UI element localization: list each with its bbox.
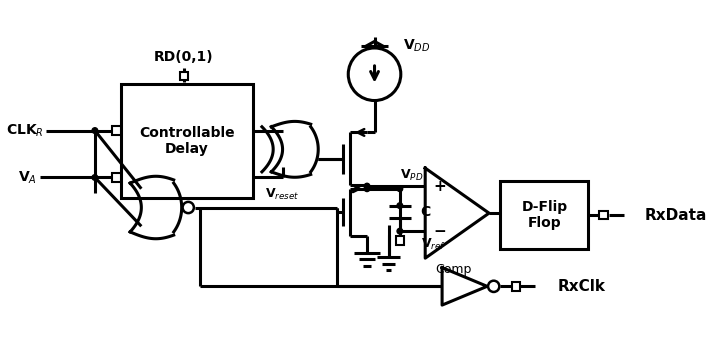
- Bar: [121, 84, 252, 198]
- Bar: [599, 211, 607, 219]
- Circle shape: [364, 183, 370, 189]
- Bar: [501, 181, 588, 249]
- Bar: [112, 173, 120, 182]
- Text: V$_{PD}$: V$_{PD}$: [400, 168, 424, 183]
- Bar: [512, 282, 520, 291]
- Text: Controllable
Delay: Controllable Delay: [139, 126, 235, 156]
- Bar: [396, 236, 404, 244]
- Circle shape: [92, 128, 98, 133]
- Text: C: C: [421, 205, 431, 219]
- Bar: [112, 126, 120, 135]
- Text: RxData: RxData: [645, 207, 707, 222]
- Circle shape: [92, 175, 98, 180]
- Text: RxClk: RxClk: [558, 279, 605, 294]
- Text: D-Flip
Flop: D-Flip Flop: [521, 200, 568, 230]
- Circle shape: [183, 202, 194, 213]
- Circle shape: [348, 48, 401, 101]
- Circle shape: [397, 228, 403, 234]
- Circle shape: [397, 203, 403, 208]
- Text: −: −: [434, 224, 446, 239]
- Text: CLK$_R$: CLK$_R$: [6, 122, 43, 139]
- Text: RD(0,1): RD(0,1): [154, 51, 214, 64]
- Text: V$_{reset}$: V$_{reset}$: [265, 187, 299, 202]
- Text: V$_A$: V$_A$: [18, 169, 36, 186]
- Text: V$_{DD}$: V$_{DD}$: [403, 38, 430, 54]
- Bar: [180, 72, 188, 80]
- Text: +: +: [434, 179, 446, 194]
- Circle shape: [397, 186, 403, 192]
- Text: V$_{ref}$: V$_{ref}$: [421, 237, 446, 252]
- Circle shape: [488, 281, 499, 292]
- Circle shape: [364, 186, 370, 192]
- Text: Comp: Comp: [435, 263, 471, 276]
